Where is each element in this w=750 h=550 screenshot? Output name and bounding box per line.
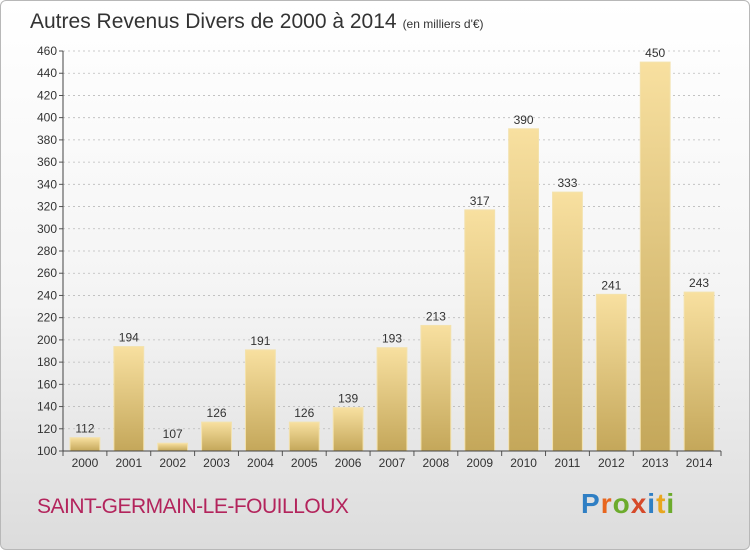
- bar: [552, 191, 583, 452]
- axes: [59, 50, 722, 456]
- x-tick-label: 2008: [423, 456, 450, 470]
- bar: [639, 61, 671, 452]
- y-tick-label: 400: [37, 111, 57, 125]
- y-tick-label: 160: [37, 377, 57, 391]
- x-tick-label: 2005: [291, 456, 318, 470]
- logo-letter: i: [647, 488, 657, 519]
- bar: [508, 128, 540, 452]
- bar: [244, 349, 276, 452]
- y-tick-label: 260: [37, 266, 57, 280]
- y-tick-label: 100: [37, 444, 57, 458]
- bar: [420, 324, 452, 452]
- y-tick-label: 360: [37, 155, 57, 169]
- y-tick-label: 440: [37, 66, 57, 80]
- bar: [683, 291, 715, 452]
- bar-value-label: 450: [645, 46, 665, 60]
- y-tick-label: 120: [37, 422, 57, 436]
- bar: [332, 407, 364, 452]
- x-tick-label: 2006: [335, 456, 362, 470]
- proxiti-logo: Proxiti: [581, 488, 675, 520]
- y-tick-label: 380: [37, 133, 57, 147]
- bar-value-label: 243: [689, 276, 709, 290]
- bar-value-label: 126: [294, 406, 314, 420]
- bar: [113, 346, 145, 452]
- y-tick-label: 460: [37, 44, 57, 58]
- logo-letter: r: [600, 488, 613, 519]
- x-tick-label: 2014: [686, 456, 713, 470]
- y-tick-label: 280: [37, 244, 57, 258]
- y-tick-label: 340: [37, 177, 57, 191]
- y-tick-label: 140: [37, 400, 57, 414]
- bar: [288, 421, 320, 452]
- logo-letter: o: [612, 488, 631, 519]
- x-tick-label: 2002: [159, 456, 186, 470]
- bar-value-label: 139: [338, 392, 358, 406]
- y-tick-label: 200: [37, 333, 57, 347]
- bar-value-label: 194: [119, 331, 139, 345]
- place-name: SAINT-GERMAIN-LE-FOUILLOUX: [37, 495, 349, 518]
- x-tick-label: 2011: [555, 456, 581, 470]
- y-tick-label: 300: [37, 222, 57, 236]
- x-tick-label: 2010: [510, 456, 537, 470]
- bars: [69, 61, 715, 452]
- labels: 100 120 140 160 180 200 220 240 260 280 300 320 340 3…: [37, 44, 713, 470]
- y-tick-label: 220: [37, 311, 57, 325]
- x-tick-label: 2009: [466, 456, 493, 470]
- bar-value-label: 333: [557, 176, 577, 190]
- bar-value-label: 112: [75, 422, 94, 436]
- chart-title: Autres Revenus Divers de 2000 à 2014 (en …: [30, 10, 484, 34]
- logo-letter: P: [581, 488, 601, 519]
- x-tick-label: 2003: [203, 456, 230, 470]
- y-tick-label: 420: [37, 88, 57, 102]
- y-tick-label: 320: [37, 200, 57, 214]
- bar-value-label: 126: [207, 406, 227, 420]
- bar-value-label: 317: [470, 194, 490, 208]
- logo-letter: t: [656, 488, 667, 519]
- bar-value-label: 191: [250, 334, 270, 348]
- bar: [157, 442, 189, 452]
- x-tick-label: 2007: [379, 456, 406, 470]
- x-tick-label: 2012: [598, 456, 625, 470]
- x-tick-label: 2001: [115, 456, 142, 470]
- y-tick-label: 240: [37, 288, 57, 302]
- chart-unit-note: (en milliers d'€): [402, 17, 484, 31]
- bar-value-label: 107: [163, 427, 183, 441]
- y-tick-label: 180: [37, 355, 57, 369]
- x-tick-label: 2000: [72, 456, 99, 470]
- bar: [595, 293, 627, 452]
- bar-value-label: 193: [382, 332, 402, 346]
- chart-title-text: Autres Revenus Divers de 2000 à 2014: [30, 10, 397, 33]
- bar-value-label: 390: [514, 113, 534, 127]
- bar: [69, 437, 101, 452]
- bar: [201, 421, 232, 452]
- x-tick-label: 2004: [247, 456, 274, 470]
- bar-value-label: 213: [426, 309, 446, 323]
- logo-letter: x: [630, 488, 648, 519]
- bar: [464, 209, 496, 452]
- bar: [376, 347, 408, 452]
- logo-letter: i: [666, 488, 676, 519]
- x-tick-label: 2013: [642, 456, 669, 470]
- bar-value-label: 241: [601, 278, 621, 292]
